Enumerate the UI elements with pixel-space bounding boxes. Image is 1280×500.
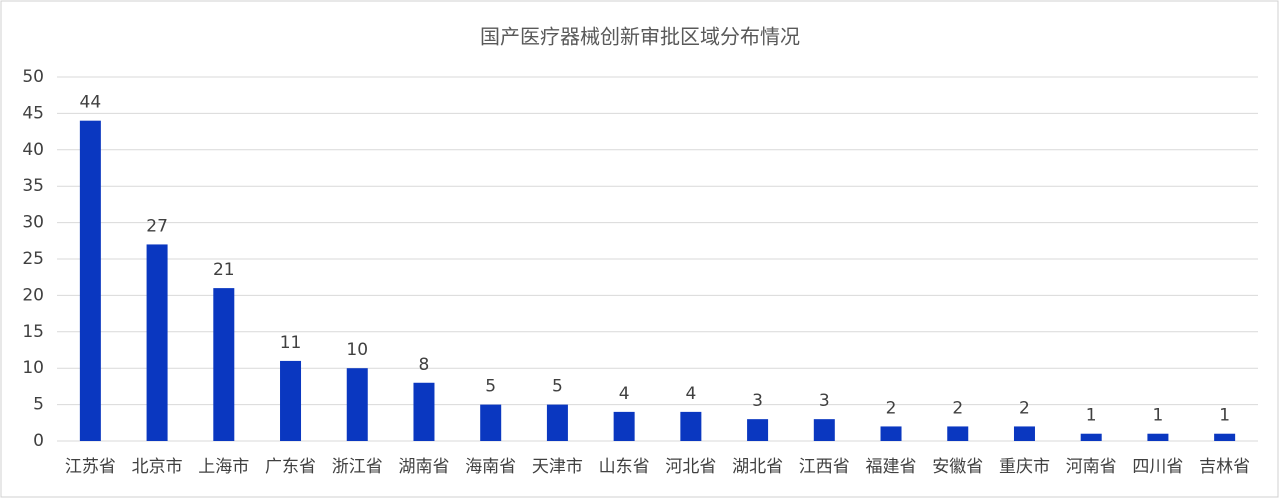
x-tick-label: 江苏省 [65, 457, 116, 477]
bar [1013, 426, 1035, 441]
data-label: 27 [146, 216, 168, 236]
bar [613, 411, 635, 441]
x-tick-label: 北京市 [132, 457, 183, 477]
y-tick-label: 45 [22, 103, 44, 123]
data-label: 1 [1153, 406, 1164, 426]
y-tick-label: 10 [22, 358, 44, 378]
x-tick-label: 重庆市 [999, 457, 1050, 477]
data-label: 2 [952, 398, 963, 418]
y-tick-label: 40 [22, 140, 44, 160]
bar [1080, 433, 1102, 441]
data-label: 21 [213, 260, 235, 280]
data-label: 8 [419, 355, 430, 375]
bar [813, 419, 835, 441]
x-tick-label: 山东省 [599, 457, 650, 477]
data-label: 1 [1219, 406, 1230, 426]
data-label: 2 [886, 398, 897, 418]
y-tick-label: 0 [33, 431, 44, 451]
x-tick-label: 广东省 [265, 457, 316, 477]
y-tick-label: 5 [33, 395, 44, 415]
data-label: 10 [346, 340, 368, 360]
bar [880, 426, 902, 441]
data-label: 1 [1086, 406, 1097, 426]
data-label: 2 [1019, 398, 1030, 418]
bar [480, 404, 502, 441]
x-tick-label: 安徽省 [932, 457, 983, 477]
bar [213, 288, 235, 441]
bar [747, 419, 769, 441]
bar [413, 382, 435, 441]
bar [346, 368, 368, 441]
chart-title: 国产医疗器械创新审批区域分布情况 [480, 25, 800, 49]
bar [280, 360, 302, 441]
x-tick-label: 福建省 [866, 457, 917, 477]
x-tick-label: 吉林省 [1199, 457, 1250, 477]
x-tick-label: 天津市 [532, 457, 583, 477]
bar [79, 120, 101, 442]
data-label: 3 [819, 391, 830, 411]
data-label: 4 [685, 384, 696, 404]
x-tick-label: 上海市 [198, 457, 249, 477]
x-tick-label: 浙江省 [332, 457, 383, 477]
data-label: 44 [80, 93, 102, 113]
x-tick-label: 河南省 [1066, 457, 1117, 477]
x-tick-label: 四川省 [1132, 457, 1183, 477]
bar [146, 244, 168, 441]
x-tick-label: 湖北省 [732, 457, 783, 477]
bar [947, 426, 969, 441]
data-label: 3 [752, 391, 763, 411]
bar [546, 404, 568, 441]
data-label: 11 [280, 333, 302, 353]
data-label: 4 [619, 384, 630, 404]
bar [680, 411, 702, 441]
x-tick-label: 湖南省 [398, 457, 449, 477]
y-tick-label: 25 [22, 249, 44, 269]
bar [1214, 433, 1236, 441]
x-tick-label: 河北省 [665, 457, 716, 477]
y-tick-label: 15 [22, 322, 44, 342]
x-tick-label: 海南省 [465, 457, 516, 477]
data-label: 5 [485, 377, 496, 397]
y-tick-label: 35 [22, 176, 44, 196]
y-tick-label: 20 [22, 285, 44, 305]
data-label: 5 [552, 377, 563, 397]
bar [1147, 433, 1169, 441]
x-tick-label: 江西省 [799, 457, 850, 477]
y-tick-label: 50 [22, 67, 44, 87]
y-tick-label: 30 [22, 213, 44, 233]
